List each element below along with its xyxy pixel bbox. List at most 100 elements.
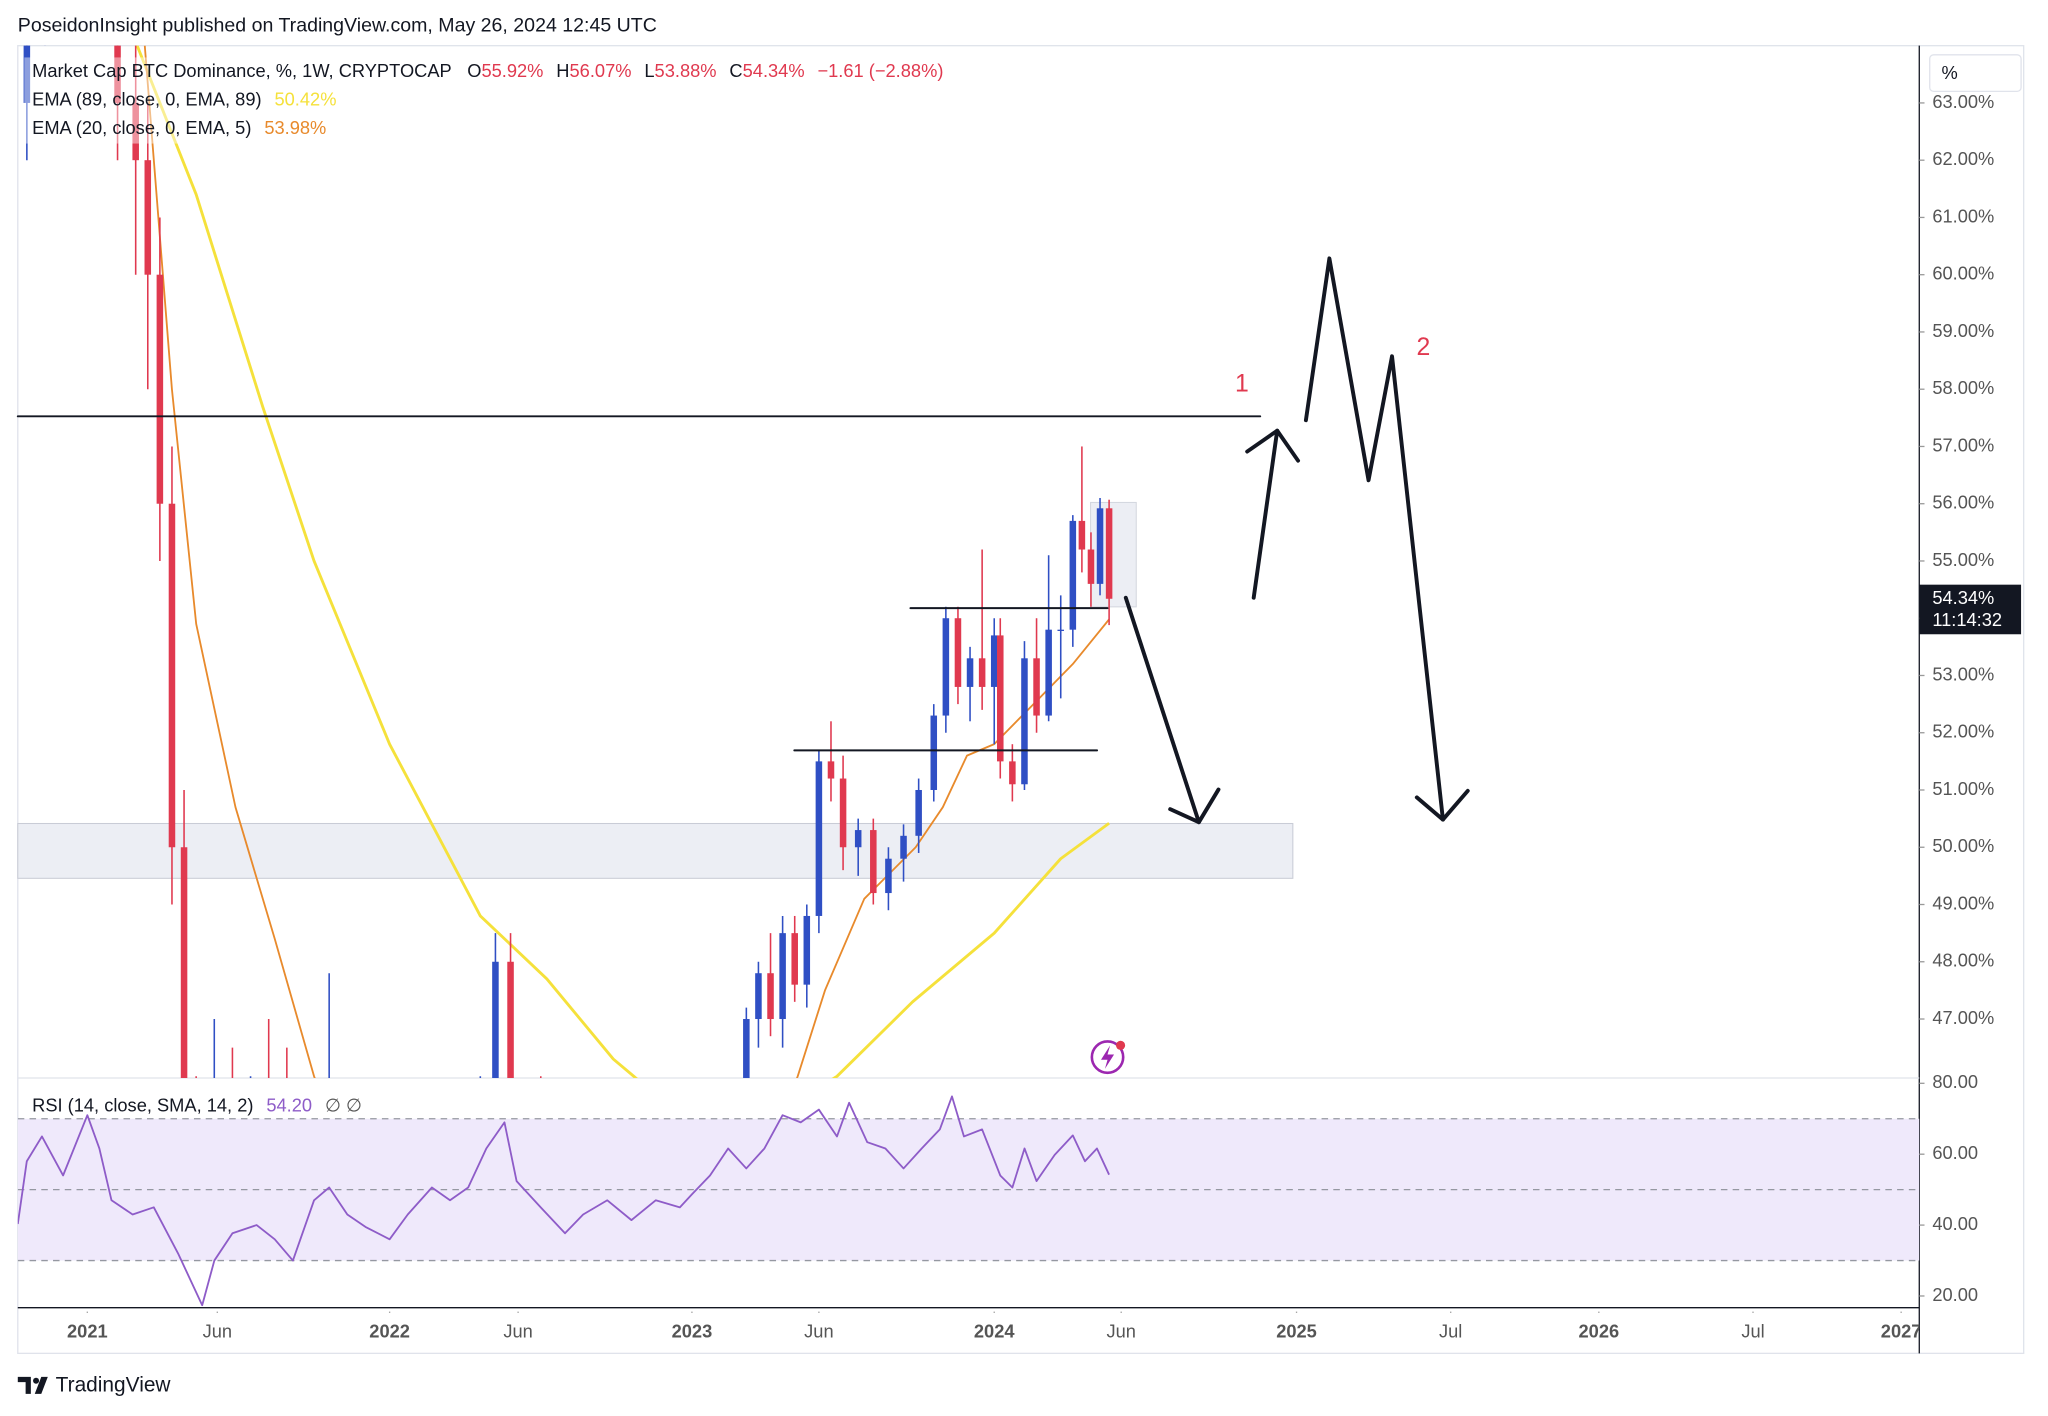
y-tick-label: 49.00%: [1932, 892, 1994, 913]
candle-body: [114, 45, 121, 103]
y-tick-label: 52.00%: [1932, 721, 1994, 742]
x-tick-label: 2023: [672, 1320, 713, 1341]
x-tick-label: 2024: [974, 1320, 1015, 1341]
brand: TradingView: [56, 1373, 172, 1396]
candle-body: [839, 778, 847, 848]
x-tick-label: Jun: [804, 1320, 833, 1341]
axis-unit[interactable]: %: [1941, 62, 1957, 83]
y-tick-label: 60.00%: [1932, 263, 1994, 284]
rsi-legend: RSI (14, close, SMA, 14, 2) 54.20 ∅ ∅: [32, 1095, 362, 1116]
y-tick-label: 61.00%: [1932, 205, 1994, 226]
y-tick-label: 80.00: [1932, 1071, 1978, 1092]
candle-body: [854, 830, 862, 848]
price-axis: 47.00% 48.00% 49.00% 50.00% 51.00% 52.00% 53.0…: [1919, 91, 1994, 1305]
ohlc-key: L: [644, 60, 654, 81]
lightning-icon: [1090, 1040, 1126, 1075]
ohlc-value: 53.88%: [655, 60, 717, 81]
x-tick-label: 2027: [1881, 1320, 1922, 1341]
candle-body: [743, 1019, 750, 1078]
y-tick-label: 40.00: [1932, 1213, 1978, 1234]
rsi-name: RSI (14, close, SMA, 14, 2): [32, 1095, 253, 1116]
x-tick-label: 2025: [1276, 1320, 1317, 1341]
candle-body: [1009, 761, 1016, 785]
ohlc-value: 56.07%: [570, 60, 632, 81]
ema-value: 50.42%: [274, 88, 336, 109]
publish-header: PoseidonInsight published on TradingView…: [18, 14, 657, 36]
candle-body: [942, 618, 950, 716]
candle-body: [180, 847, 188, 1078]
candle-body: [168, 503, 176, 848]
x-tick-label: Jun: [203, 1320, 232, 1341]
x-tick-label: Jun: [503, 1320, 532, 1341]
candle-body: [990, 635, 998, 687]
candle-body: [930, 715, 938, 790]
candle-body: [791, 933, 798, 985]
x-tick-label: Jul: [1741, 1320, 1764, 1341]
bar-countdown: 11:14:32: [1932, 609, 2002, 630]
candle-body: [954, 618, 962, 687]
y-tick-label: 51.00%: [1932, 778, 1994, 799]
y-tick-label: 60.00: [1932, 1142, 1978, 1163]
rsi-flags: ∅ ∅: [325, 1095, 362, 1116]
candle-body: [132, 102, 139, 161]
rsi-value: 54.20: [266, 1095, 312, 1116]
ema-name: EMA (20, close, 0, EMA, 5): [32, 117, 251, 138]
chart-frame: [17, 45, 2025, 1355]
arrow-up: [1251, 428, 1280, 600]
ema-line: [143, 45, 1110, 1078]
candle-body: [803, 915, 811, 985]
y-tick-label: 56.00%: [1932, 492, 1994, 513]
candle-body: [507, 961, 514, 1078]
axis-unit-button[interactable]: [1929, 54, 2022, 93]
y-tick-label: 20.00: [1932, 1284, 1978, 1305]
tv-logo: [17, 1376, 48, 1394]
candle-body: [1069, 520, 1077, 630]
candle-body: [1057, 629, 1064, 631]
x-tick-label: 2021: [67, 1320, 108, 1341]
annotation: 1: [1235, 371, 1249, 398]
ohlc-key: O: [467, 60, 481, 81]
zigzag-arrow: [1303, 256, 1445, 822]
y-tick-label: 62.00%: [1932, 148, 1994, 169]
arrow-up-head: [1245, 428, 1301, 463]
candle-body: [1105, 508, 1113, 599]
ohlc-key: C: [729, 60, 742, 81]
y-tick-label: 48.00%: [1932, 950, 1994, 971]
main-legend: Market Cap BTC Dominance, %, 1W, CRYPTOC…: [32, 60, 943, 81]
candle-body: [827, 761, 835, 779]
y-tick-label: 59.00%: [1932, 320, 1994, 341]
annotation: 2: [1416, 334, 1430, 361]
change: −1.61 (−2.88%): [817, 60, 943, 81]
candle-body: [915, 789, 922, 836]
y-tick-label: 63.00%: [1932, 91, 1994, 112]
rsi-pane: [17, 1095, 1920, 1307]
candle-body: [779, 933, 786, 1020]
candle-body: [966, 658, 974, 687]
y-tick-label: 50.00%: [1932, 835, 1994, 856]
price-pane: [23, 45, 1113, 1078]
arrow-down: [1123, 595, 1201, 825]
candle-body: [1078, 520, 1086, 550]
candle-body: [1096, 508, 1104, 584]
ema-line: [135, 45, 1110, 1078]
candle-body: [978, 658, 986, 687]
candle-body: [755, 973, 762, 1020]
last-price-box: [1919, 584, 2022, 635]
rsi-line: [17, 1095, 1110, 1307]
rsi-band: [17, 1118, 1920, 1261]
ohlc-key: H: [556, 60, 569, 81]
candle-body: [1021, 658, 1028, 785]
time-axis: 2021 Jun 2022 Jun 2023 Jun 2024 Jun 2025 Jul 2026 J…: [67, 1311, 1922, 1341]
ohlc-value: 54.34%: [743, 60, 805, 81]
candle-body: [885, 858, 892, 894]
y-tick-label: 53.00%: [1932, 663, 1994, 684]
last-price-label: 54.34%: [1932, 587, 1994, 608]
candle-body: [870, 830, 877, 894]
candle-body: [900, 835, 907, 859]
x-tick-label: 2026: [1579, 1320, 1620, 1341]
y-tick-label: 47.00%: [1932, 1007, 1994, 1028]
x-tick-label: 2022: [369, 1320, 410, 1341]
candle-body: [1045, 629, 1052, 716]
